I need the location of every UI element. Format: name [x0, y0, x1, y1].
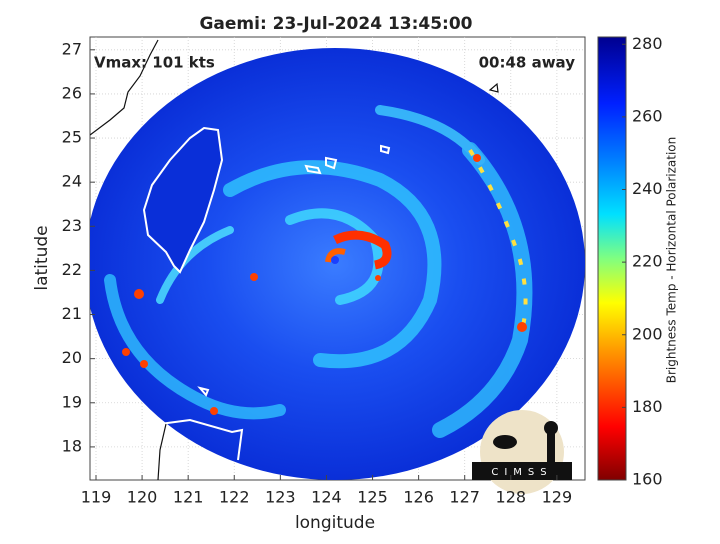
y-tick-label: 26	[62, 83, 82, 102]
vmax-annotation: Vmax: 101 kts	[94, 54, 215, 72]
x-axis-label: longitude	[295, 513, 375, 533]
x-tick-label: 126	[403, 488, 434, 507]
y-tick-label: 19	[62, 392, 82, 411]
logo: CIMSS	[472, 410, 572, 494]
y-tick-label: 24	[62, 172, 82, 191]
y-tick-label: 21	[62, 304, 82, 323]
x-tick-label: 127	[449, 488, 480, 507]
y-tick-label: 20	[62, 348, 82, 367]
y-tick-label: 27	[62, 39, 82, 58]
x-tick-label: 122	[219, 488, 250, 507]
colorbar-tick-label: 180	[632, 397, 663, 416]
x-tick-label: 123	[265, 488, 296, 507]
colorbar-tick-label: 160	[632, 470, 663, 489]
colorbar-tick-label: 220	[632, 252, 663, 271]
colorbar	[597, 36, 627, 481]
colorbar-tick-label: 200	[632, 324, 663, 343]
logo-text: CIMSS	[491, 467, 552, 478]
colorbar-tick-label: 240	[632, 179, 663, 198]
colorbar-tick-label: 280	[632, 34, 663, 53]
colorbar-tick-label: 260	[632, 106, 663, 125]
colorbar-label: Brightness Temp - Horizontal Polarizatio…	[665, 137, 679, 384]
x-tick-label: 120	[127, 488, 158, 507]
x-tick-label: 119	[81, 488, 112, 507]
y-tick-label: 25	[62, 128, 82, 147]
x-tick-label: 125	[357, 488, 388, 507]
title: Gaemi: 23-Jul-2024 13:45:00	[199, 14, 472, 34]
x-tick-label: 121	[173, 488, 204, 507]
y-axis-label: latitude	[32, 225, 52, 290]
y-tick-label: 22	[62, 260, 82, 279]
time-annotation: 00:48 away	[479, 54, 576, 72]
x-tick-label: 128	[496, 488, 527, 507]
x-tick-label: 124	[311, 488, 342, 507]
imagery	[90, 39, 585, 480]
y-tick-label: 18	[62, 436, 82, 455]
y-tick-label: 23	[62, 216, 82, 235]
x-tick-label: 129	[542, 488, 573, 507]
